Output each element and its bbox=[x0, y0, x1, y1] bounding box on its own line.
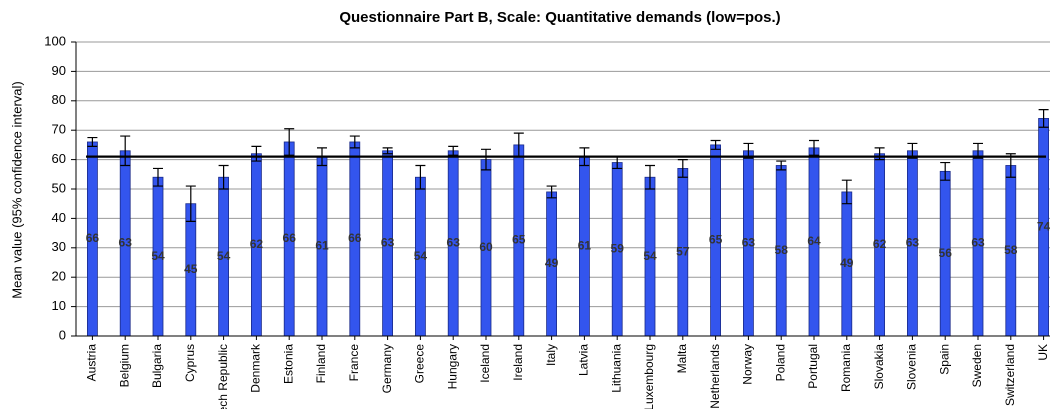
data-label: 63 bbox=[971, 236, 985, 250]
error-bar bbox=[677, 159, 688, 178]
data-label: 62 bbox=[250, 237, 264, 251]
x-tick-label: UK bbox=[1036, 344, 1050, 361]
x-tick-label: Hungary bbox=[445, 344, 459, 389]
error-bar bbox=[87, 136, 98, 147]
x-tick-label: Portugal bbox=[806, 344, 820, 389]
data-label: 54 bbox=[151, 249, 165, 263]
x-tick-label: Belgium bbox=[117, 344, 131, 387]
error-bar bbox=[841, 179, 852, 205]
data-label: 58 bbox=[1004, 243, 1018, 257]
x-tick-label: Iceland bbox=[478, 344, 492, 383]
x-tick-label: Latvia bbox=[577, 344, 591, 376]
data-label: 56 bbox=[939, 246, 953, 260]
x-tick-label: Finland bbox=[314, 344, 328, 383]
x-tick-label: Slovakia bbox=[872, 344, 886, 390]
data-label: 61 bbox=[315, 239, 329, 253]
x-tick-label: Greece bbox=[413, 344, 427, 384]
x-tick-label: Switzerland bbox=[1003, 344, 1017, 406]
x-tick-label: Spain bbox=[937, 344, 951, 375]
error-bar bbox=[185, 185, 196, 222]
x-tick-label: Czech Republic bbox=[216, 344, 230, 409]
x-tick-label: Denmark bbox=[249, 343, 263, 393]
x-tick-label: Bulgaria bbox=[150, 344, 164, 388]
data-label: 54 bbox=[414, 249, 428, 263]
data-label: 54 bbox=[643, 249, 657, 263]
data-label: 57 bbox=[676, 244, 690, 258]
x-tick-label: Estonia bbox=[281, 344, 295, 384]
data-label: 65 bbox=[709, 233, 723, 247]
x-tick-label: Germany bbox=[380, 344, 394, 393]
data-label: 45 bbox=[184, 262, 198, 276]
x-tick-label: Norway bbox=[741, 344, 755, 385]
error-bar bbox=[645, 164, 655, 190]
error-bar bbox=[1038, 109, 1049, 128]
error-bar bbox=[284, 128, 295, 156]
data-label: 66 bbox=[348, 231, 362, 245]
error-bar bbox=[382, 147, 393, 155]
error-bar bbox=[940, 161, 951, 181]
data-label: 63 bbox=[742, 236, 756, 250]
y-tick-label: 20 bbox=[52, 269, 66, 284]
data-label: 49 bbox=[545, 256, 559, 270]
error-bar bbox=[546, 185, 557, 199]
data-label: 54 bbox=[217, 249, 231, 263]
chart-title: Questionnaire Part B, Scale: Quantitativ… bbox=[339, 9, 780, 26]
y-tick-label: 10 bbox=[52, 298, 66, 313]
x-tick-label: Netherlands bbox=[708, 344, 722, 409]
data-label: 62 bbox=[873, 237, 887, 251]
data-label: 63 bbox=[906, 236, 920, 250]
x-tick-label: Slovenia bbox=[905, 344, 919, 390]
data-label: 66 bbox=[86, 231, 100, 245]
error-bar bbox=[809, 139, 819, 156]
x-tick-label: Cyprus bbox=[183, 344, 197, 382]
x-tick-label: Lithuania bbox=[609, 344, 623, 393]
error-bar bbox=[448, 145, 459, 156]
data-label: 63 bbox=[381, 236, 395, 250]
error-bar bbox=[710, 139, 721, 150]
y-tick-label: 100 bbox=[44, 33, 66, 48]
x-tick-label: Luxembourg bbox=[642, 344, 656, 409]
x-tick-label: Austria bbox=[85, 344, 99, 382]
error-bar bbox=[251, 145, 262, 162]
data-label: 74 bbox=[1037, 219, 1050, 233]
data-label: 63 bbox=[119, 236, 133, 250]
data-label: 59 bbox=[611, 241, 625, 255]
y-tick-label: 40 bbox=[52, 210, 66, 225]
data-label: 58 bbox=[775, 243, 789, 257]
error-bar bbox=[481, 148, 491, 171]
y-tick-label: 0 bbox=[59, 327, 66, 342]
data-label: 61 bbox=[578, 239, 592, 253]
data-label: 49 bbox=[840, 256, 854, 270]
data-label: 65 bbox=[512, 233, 526, 247]
y-tick-label: 80 bbox=[52, 92, 66, 107]
y-tick-label: 30 bbox=[52, 239, 66, 254]
x-tick-label: Malta bbox=[675, 344, 689, 374]
x-tick-label: Italy bbox=[544, 344, 558, 366]
x-tick-label: Sweden bbox=[970, 344, 984, 387]
data-label: 64 bbox=[807, 234, 821, 248]
x-tick-label: Ireland bbox=[511, 344, 525, 381]
data-label: 66 bbox=[283, 231, 297, 245]
y-tick-label: 60 bbox=[52, 151, 66, 166]
y-tick-label: 70 bbox=[52, 122, 66, 137]
y-axis-label: Mean value (95% confidence interval) bbox=[9, 81, 24, 299]
error-bar bbox=[415, 164, 426, 190]
data-label: 60 bbox=[479, 240, 493, 254]
error-bar bbox=[776, 160, 787, 171]
error-bar bbox=[120, 135, 131, 167]
x-tick-label: Romania bbox=[839, 344, 853, 392]
error-bar bbox=[349, 135, 360, 149]
y-tick-label: 90 bbox=[52, 63, 66, 78]
x-tick-label: Poland bbox=[773, 344, 787, 381]
x-tick-label: France bbox=[347, 344, 361, 382]
error-bar bbox=[153, 167, 163, 187]
error-bar bbox=[218, 164, 229, 190]
data-label: 63 bbox=[447, 236, 461, 250]
y-tick-label: 50 bbox=[52, 180, 66, 195]
